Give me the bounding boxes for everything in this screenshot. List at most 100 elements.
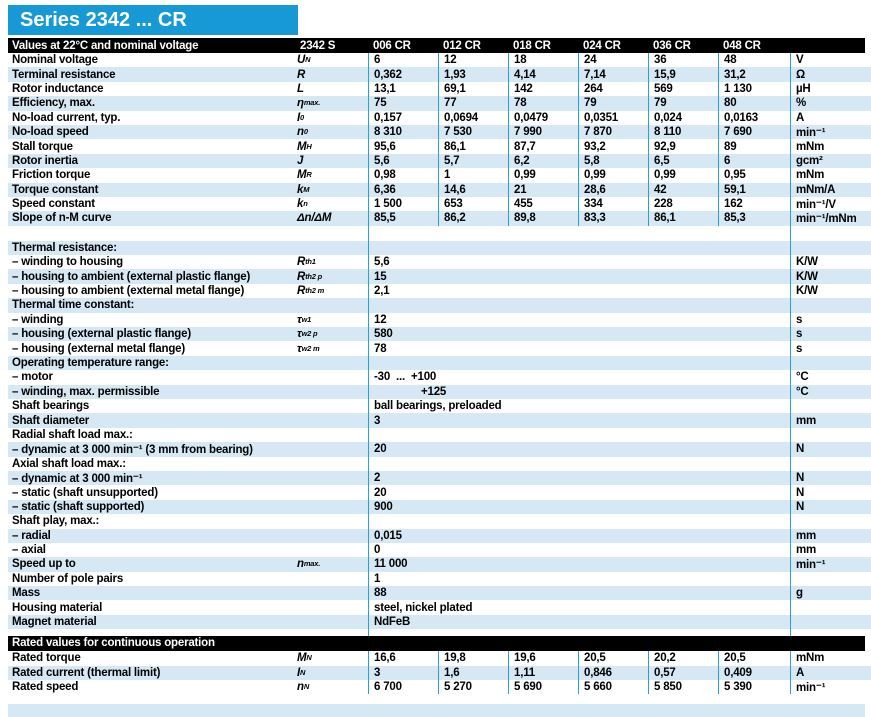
value-cell: 8 110	[648, 124, 718, 140]
value-cell: 6,36	[368, 182, 438, 197]
table-row: – motor -30 ... +100 °C	[8, 370, 871, 385]
param-label: Friction torque	[12, 169, 91, 182]
param-symbol: n max.	[297, 558, 321, 571]
value-cell: 93,2	[578, 139, 648, 154]
table-row: – housing (external metal flange) τ w2 m 78…	[8, 341, 871, 356]
unit-cell: mm	[790, 528, 865, 543]
value-cell: 7 870	[578, 124, 648, 140]
variant-column-header: 012 CR	[443, 39, 481, 52]
value-cell: 0,024	[648, 110, 718, 125]
param-label: No-load speed	[12, 126, 89, 139]
value-cell: 42	[648, 182, 718, 197]
param-label: – housing to ambient (external metal fla…	[12, 285, 245, 298]
value-cell: 455	[508, 196, 578, 212]
rated-spec-table: Rated torque M N 16,6 19,8 19,6 20,5 20,2 20,5 mN…	[8, 651, 871, 695]
unit-cell: s	[790, 312, 865, 328]
unit-cell: N	[790, 442, 865, 457]
table-row: Radial shaft load max.:	[8, 427, 871, 443]
param-label: – dynamic at 3 000 min⁻¹	[12, 473, 143, 486]
table-row: – winding, max. permissible +125 °C	[8, 384, 871, 399]
param-label: – housing (external plastic flange)	[12, 328, 191, 341]
value-cell: 86,1	[438, 139, 508, 154]
value-cell: 89,8	[508, 211, 578, 226]
value-cell: 80	[718, 96, 790, 111]
variant-column-header: 036 CR	[653, 39, 691, 52]
param-label: Housing material	[12, 601, 103, 614]
value-cell: 14,6	[438, 182, 508, 197]
param-label: Number of pole pairs	[12, 572, 124, 585]
value-cell: 0	[368, 542, 790, 558]
param-symbol	[295, 413, 368, 427]
series-column-header: 2342 S	[300, 39, 336, 52]
table-row: Speed constant k n 1 500 653 455 334 228 162 min⁻…	[8, 196, 871, 212]
param-symbol	[295, 500, 368, 514]
table-row: – housing to ambient (external metal fla…	[8, 283, 871, 299]
value-cell: 3	[368, 665, 438, 681]
table-row: Shaft bearings ball bearings, preloaded	[8, 398, 871, 414]
value-cell: 5,6	[368, 153, 438, 169]
param-label: – dynamic at 3 000 min⁻¹ (3 mm from bear…	[12, 444, 253, 457]
table-row: Magnet material NdFeB	[8, 614, 871, 630]
table-row: Operating temperature range:	[8, 355, 871, 371]
value-cell: 77	[438, 96, 508, 111]
param-symbol	[295, 543, 368, 557]
table-row: Thermal time constant:	[8, 298, 871, 313]
table-row: Speed up to n max. 11 000 min⁻¹	[8, 557, 871, 572]
value-cell: 16,6	[368, 651, 438, 666]
param-label: – winding to housing	[12, 256, 123, 269]
value-cell	[368, 355, 790, 371]
value-cell: 0,98	[368, 168, 438, 183]
table-row: – housing to ambient (external plastic f…	[8, 269, 871, 284]
unit-cell	[790, 240, 865, 256]
param-label: Mass	[12, 587, 40, 600]
value-cell: 12	[438, 53, 508, 68]
unit-cell: mm	[790, 413, 865, 428]
value-cell: 580	[368, 327, 790, 342]
value-cell: 75	[368, 96, 438, 111]
table-row: Thermal resistance:	[8, 240, 871, 256]
unit-cell: °C	[790, 370, 865, 385]
page-title: Series 2342 ... CR	[8, 5, 298, 35]
unit-cell: A	[790, 110, 865, 125]
value-cell: 59,1	[718, 182, 790, 197]
value-cell: 95,6	[368, 139, 438, 154]
param-symbol: τ w1	[297, 313, 312, 326]
value-cell: 5,8	[578, 153, 648, 169]
unit-cell: N	[790, 485, 865, 500]
table-row: – dynamic at 3 000 min⁻¹ 2 N	[8, 470, 871, 486]
value-cell: 3	[368, 413, 790, 428]
value-cell: 83,3	[578, 211, 648, 226]
param-label: Shaft bearings	[12, 400, 90, 413]
value-cell: 2	[368, 470, 790, 486]
value-cell: 86,1	[648, 211, 718, 226]
unit-cell: N	[790, 470, 865, 486]
param-label: – housing (external metal flange)	[12, 342, 185, 355]
param-symbol	[295, 298, 368, 312]
value-cell: 1,93	[438, 67, 508, 82]
table-row: Terminal resistance R 0,362 1,93 4,14 7,14 15,…	[8, 67, 871, 82]
param-symbol	[295, 615, 368, 629]
unit-cell: N	[790, 499, 865, 515]
value-cell: 20,5	[578, 651, 648, 666]
table-row: No-load speed n 0 8 310 7 530 7 990 7 870 8 110…	[8, 124, 871, 140]
value-cell: 900	[368, 499, 790, 515]
unit-cell: s	[790, 341, 865, 356]
variant-column-header: 048 CR	[723, 39, 761, 52]
value-cell: 5 850	[648, 680, 718, 695]
value-cell: 5 390	[718, 680, 790, 695]
value-cell: 1,6	[438, 665, 508, 681]
param-label: Axial shaft load max.:	[12, 457, 126, 470]
value-cell: 264	[578, 81, 648, 97]
table-row: – dynamic at 3 000 min⁻¹ (3 mm from bear…	[8, 442, 871, 457]
unit-cell	[790, 427, 865, 443]
param-label: – winding, max. permissible	[12, 385, 160, 398]
value-cell: 162	[718, 196, 790, 212]
param-label: Rotor inertia	[12, 154, 78, 167]
rated-section-bar: Rated values for continuous operation	[8, 636, 865, 652]
value-cell: 12	[368, 312, 790, 328]
param-label: Radial shaft load max.:	[12, 428, 133, 441]
unit-cell	[790, 298, 865, 313]
